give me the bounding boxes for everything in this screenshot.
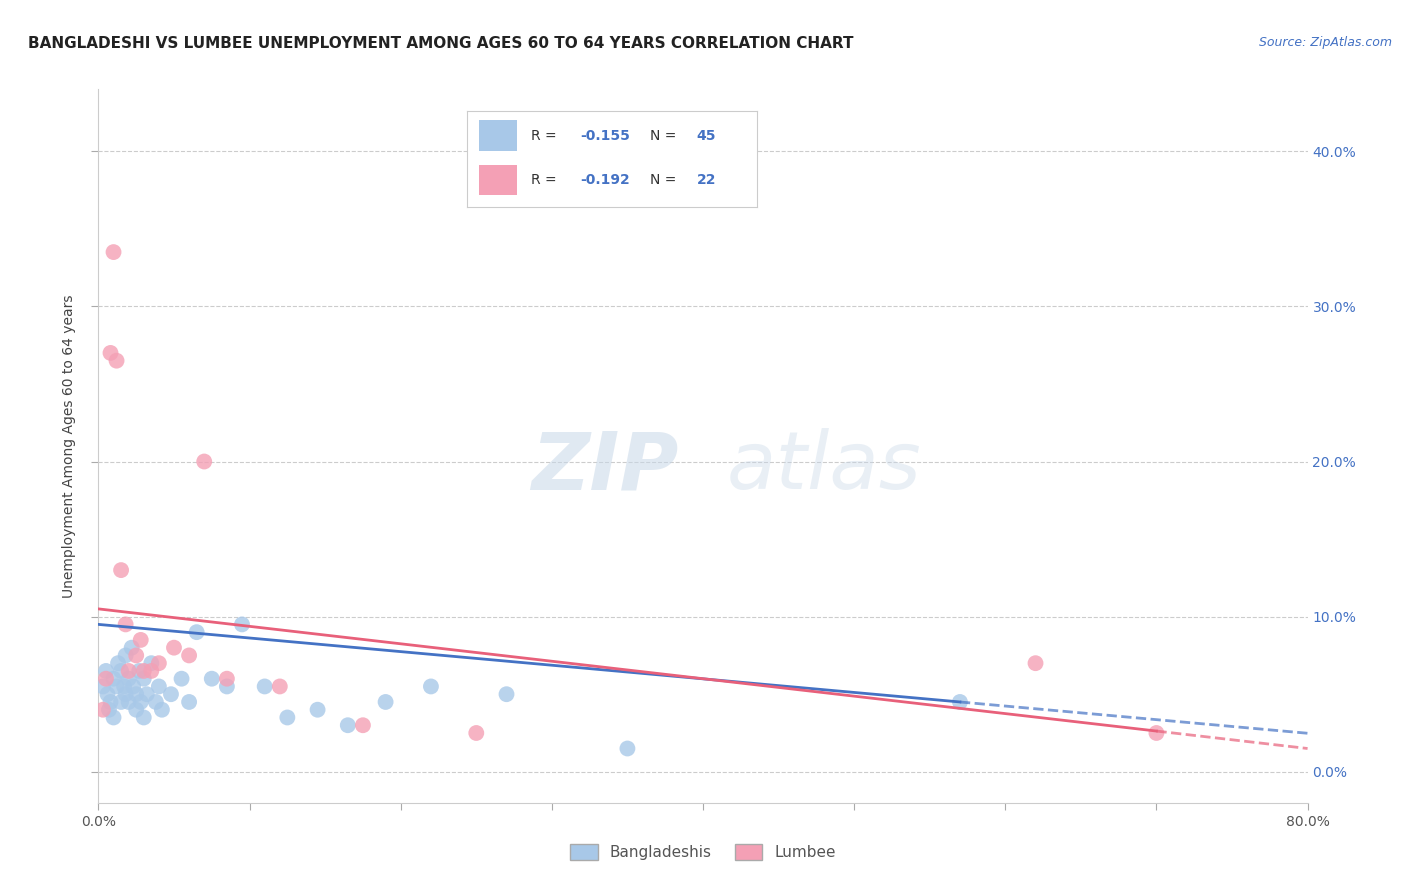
- Point: [114, 648, 136, 663]
- Point: [100, 346, 122, 360]
- Point: [148, 656, 170, 670]
- Point: [150, 703, 173, 717]
- Point: [179, 648, 201, 663]
- Point: [132, 710, 155, 724]
- Point: [128, 664, 150, 678]
- Point: [420, 680, 443, 694]
- Point: [91, 680, 114, 694]
- Point: [949, 695, 972, 709]
- Point: [118, 695, 141, 709]
- Point: [179, 695, 201, 709]
- Point: [231, 617, 253, 632]
- Point: [114, 687, 136, 701]
- Point: [141, 656, 163, 670]
- Point: [125, 703, 148, 717]
- Point: [145, 695, 167, 709]
- Point: [1024, 656, 1046, 670]
- Point: [103, 710, 125, 724]
- Point: [96, 687, 118, 701]
- Point: [253, 680, 276, 694]
- Point: [110, 664, 132, 678]
- Point: [129, 632, 152, 647]
- Point: [94, 672, 117, 686]
- Y-axis label: Unemployment Among Ages 60 to 64 years: Unemployment Among Ages 60 to 64 years: [62, 294, 76, 598]
- Point: [129, 695, 152, 709]
- Point: [163, 640, 186, 655]
- Point: [132, 672, 155, 686]
- Point: [103, 672, 125, 686]
- Point: [114, 617, 136, 632]
- Point: [215, 680, 238, 694]
- Text: atlas: atlas: [727, 428, 922, 507]
- Text: ZIP: ZIP: [531, 428, 679, 507]
- Point: [91, 703, 114, 717]
- Point: [141, 664, 163, 678]
- Point: [465, 726, 488, 740]
- Point: [307, 703, 329, 717]
- Legend: Bangladeshis, Lumbee: Bangladeshis, Lumbee: [564, 838, 842, 866]
- Point: [125, 687, 148, 701]
- Point: [170, 672, 193, 686]
- Text: Source: ZipAtlas.com: Source: ZipAtlas.com: [1258, 36, 1392, 49]
- Point: [132, 664, 155, 678]
- Point: [110, 695, 132, 709]
- Point: [276, 710, 298, 724]
- Point: [125, 648, 148, 663]
- Point: [1144, 726, 1167, 740]
- Point: [112, 680, 135, 694]
- Point: [160, 687, 183, 701]
- Point: [122, 680, 145, 694]
- Point: [100, 695, 122, 709]
- Point: [118, 672, 141, 686]
- Point: [103, 245, 125, 260]
- Point: [110, 563, 132, 577]
- Point: [121, 640, 143, 655]
- Point: [135, 687, 157, 701]
- Point: [98, 703, 121, 717]
- Point: [495, 687, 517, 701]
- Point: [374, 695, 396, 709]
- Point: [94, 664, 117, 678]
- Point: [269, 680, 291, 694]
- Point: [201, 672, 224, 686]
- Point: [336, 718, 359, 732]
- Point: [105, 353, 128, 368]
- Point: [193, 454, 215, 468]
- Point: [105, 680, 128, 694]
- Point: [215, 672, 238, 686]
- Text: BANGLADESHI VS LUMBEE UNEMPLOYMENT AMONG AGES 60 TO 64 YEARS CORRELATION CHART: BANGLADESHI VS LUMBEE UNEMPLOYMENT AMONG…: [28, 36, 853, 51]
- Point: [186, 625, 208, 640]
- Point: [616, 741, 638, 756]
- Point: [352, 718, 374, 732]
- Point: [148, 680, 170, 694]
- Point: [107, 656, 129, 670]
- Point: [118, 664, 141, 678]
